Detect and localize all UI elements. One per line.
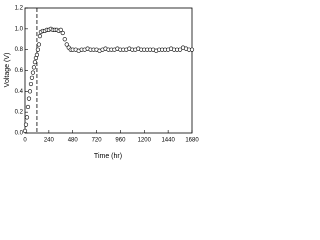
x-tick-label: 240 [44,138,55,144]
data-point [24,115,30,120]
data-point [36,42,42,47]
data-point [30,70,36,75]
data-point [27,89,33,94]
chart: Time (hr) Voltage (V) 0.0 0.2 0.4 0.6 0.8 1.0… [4,6,199,160]
x-tick-label: 480 [68,138,79,144]
data-point [26,96,32,101]
data-point [32,60,38,65]
data-point [34,52,40,57]
x-tick-label: 960 [115,138,126,144]
y-tick-label: 1.2 [15,6,24,12]
data-point [64,42,69,47]
x-tick-label: 720 [92,138,103,144]
data-point [22,128,28,134]
x-tick-label: 1200 [138,138,152,144]
y-tick-label: 0.0 [15,131,24,137]
data-point [62,37,67,42]
y-tick-label: 0.2 [15,110,24,116]
x-tick-label: 1680 [185,138,199,144]
y-tick-label: 0.4 [15,89,24,95]
y-axis-label: Voltage (V) [4,53,11,88]
x-axis-label: Time (hr) [94,153,122,160]
data-point [29,75,35,80]
data-point [35,47,41,52]
x-tick-label: 0 [23,138,27,144]
y-tick-label: 1.0 [15,26,24,32]
data-point [177,47,183,52]
data-point [58,27,63,32]
data-point [31,65,37,70]
plot-frame [24,7,193,134]
data-point [23,122,29,127]
y-tick-label: 0.8 [15,47,24,53]
data-point [60,30,65,36]
x-tick-label: 1440 [161,138,175,144]
data-point [189,47,195,52]
data-point [25,104,31,110]
data-point [37,34,43,39]
y-tick-label: 0.6 [15,68,24,74]
data-point [28,81,34,87]
